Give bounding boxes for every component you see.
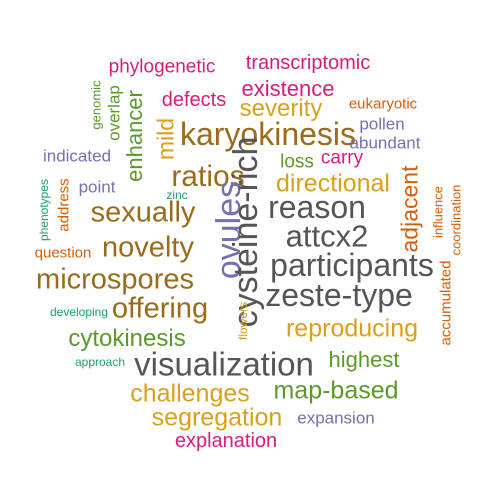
word-loss: loss [280, 151, 314, 173]
word-zinc: zinc [166, 188, 188, 202]
word-microspores: microspores [36, 263, 194, 296]
word-cytokinesis: cytokinesis [68, 325, 186, 352]
word-accumulated: accumulated [437, 260, 455, 346]
word-cysteine-rich: cysteine-rich [227, 136, 265, 328]
word-coordination: coordination [448, 184, 464, 256]
word-question: question [34, 244, 92, 262]
word-developing: developing [49, 305, 109, 319]
word-segregation: segregation [151, 403, 283, 432]
word-attcx2: attcx2 [285, 218, 369, 254]
word-offering: offering [111, 292, 209, 325]
word-indicated: indicated [42, 146, 112, 166]
word-defects: defects [161, 89, 227, 111]
word-directional: directional [276, 169, 390, 198]
word-mild: mild [152, 117, 179, 161]
word-participants: participants [270, 247, 434, 283]
word-highest: highest [328, 347, 400, 372]
word-abundant: abundant [349, 133, 421, 153]
word-carry: carry [320, 147, 364, 169]
word-sexually: sexually [90, 196, 196, 229]
word-visualization: visualization [134, 345, 314, 383]
word-overlap: overlap [104, 85, 124, 141]
word-genomic: genomic [88, 80, 104, 130]
word-explanation: explanation [174, 430, 278, 452]
word-reason: reason [268, 189, 366, 225]
word-map-based: map-based [273, 376, 399, 405]
word-challenges: challenges [130, 379, 250, 408]
word-transcriptomic: transcriptomic [245, 52, 371, 74]
word-pollen: pollen [359, 114, 405, 134]
word-severity: severity [239, 95, 323, 122]
word-flowers: flowers [236, 301, 250, 341]
word-phylogenetic: phylogenetic [108, 56, 216, 78]
word-adjacent: adjacent [396, 165, 423, 253]
word-reproducing: reproducing [285, 314, 419, 343]
word-phenotypes: phenotypes [37, 178, 51, 242]
word-eukaryotic: eukaryotic [348, 95, 418, 113]
word-karyokinesis: karyokinesis [179, 116, 357, 152]
word-novelty: novelty [102, 231, 194, 264]
word-enhancer: enhancer [122, 90, 147, 182]
word-zeste-type: zeste-type [265, 277, 413, 313]
word-expansion: expansion [297, 408, 375, 428]
word-existence: existence [241, 76, 335, 101]
word-point: point [78, 177, 116, 197]
word-approach: approach [74, 355, 126, 369]
word-address: address [55, 178, 73, 232]
word-ratios: ratios [171, 160, 245, 193]
word-influence: influence [430, 185, 446, 239]
